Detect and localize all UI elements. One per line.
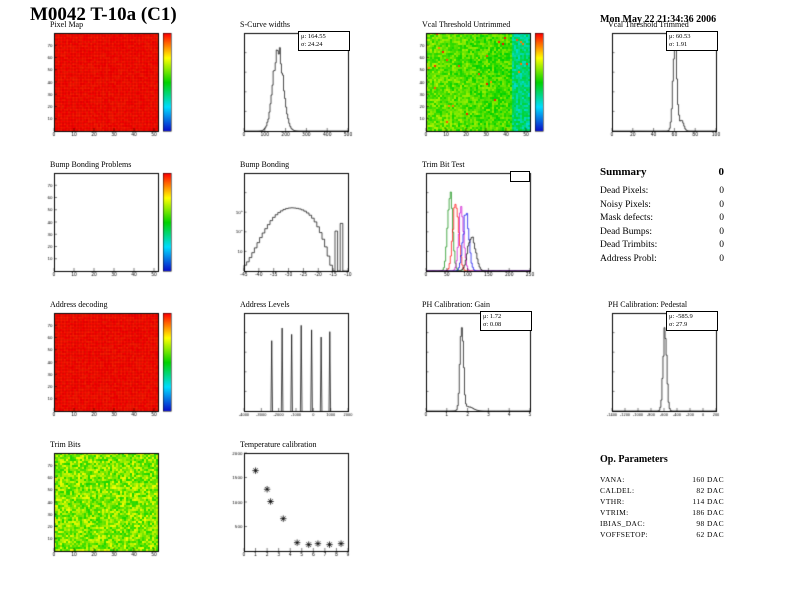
op-label: VANA:	[600, 475, 625, 484]
op-parameter-row: IBIAS_DAC: 98 DAC	[600, 518, 724, 529]
summary-row: Mask defects: 0	[600, 212, 724, 226]
op-parameters-block: Op. Parameters VANA: 160 DAC CALDEL: 82 …	[600, 454, 724, 540]
op-label: IBIAS_DAC:	[600, 519, 646, 528]
op-parameter-row: VTHR: 114 DAC	[600, 496, 724, 507]
panel-scurve-widths: S-Curve widths μ: 164.55 σ: 24.24	[228, 20, 393, 150]
summary-value: 0	[719, 226, 724, 237]
panel-title: Pixel Map	[50, 20, 84, 29]
panel-vcal-threshold-untrimmed: Vcal Threshold Untrimmed	[410, 20, 575, 150]
stats-box: μ: 1.72 σ: 0.08	[480, 311, 532, 331]
panel-ph-calibration-gain: PH Calibration: Gain μ: 1.72 σ: 0.08	[410, 300, 575, 430]
summary-label: Dead Trimbits:	[600, 240, 658, 250]
panel-title: Trim Bit Test	[422, 160, 465, 169]
trim-bits-plot	[38, 449, 188, 567]
summary-value: 0	[719, 186, 724, 196]
bump-bonding-plot	[228, 169, 378, 287]
panel-temperature-calibration: Temperature calibration	[228, 440, 393, 570]
summary-row: Noisy Pixels: 0	[600, 199, 724, 213]
panel-address-decoding: Address decoding	[38, 300, 203, 430]
panel-title: PH Calibration: Gain	[422, 300, 490, 309]
op-label: VTRIM:	[600, 508, 629, 517]
panel-trim-bit-test: Trim Bit Test	[410, 160, 575, 290]
bump-bonding-problems-plot	[38, 169, 188, 287]
panel-title: Vcal Threshold Trimmed	[608, 20, 689, 29]
panel-title: Address decoding	[50, 300, 108, 309]
panel-pixel-map: Pixel Map	[38, 20, 203, 150]
stats-box: μ: 60.53 σ: 1.91	[666, 31, 718, 51]
summary-row: Dead Bumps: 0	[600, 226, 724, 240]
op-value: 114 DAC	[692, 497, 724, 506]
stat-sigma: σ: 1.91	[669, 41, 688, 48]
summary-heading: Summary 0	[600, 166, 724, 178]
timestamp: Mon May 22 21:34:36 2006	[600, 14, 717, 25]
op-value: 82 DAC	[696, 486, 724, 495]
op-label: VTHR:	[600, 497, 625, 506]
panel-bump-bonding-problems: Bump Bonding Problems	[38, 160, 203, 290]
summary-value: 0	[719, 213, 724, 223]
panel-title: Temperature calibration	[240, 440, 317, 449]
summary-block: Summary 0 Dead Pixels: 0 Noisy Pixels: 0…	[600, 166, 724, 266]
op-label: CALDEL:	[600, 486, 635, 495]
op-parameter-row: CALDEL: 82 DAC	[600, 485, 724, 496]
summary-label: Dead Bumps:	[600, 226, 652, 237]
panel-trim-bits: Trim Bits	[38, 440, 203, 570]
panel-ph-calibration-pedestal: PH Calibration: Pedestal μ: -585.9 σ: 27…	[596, 300, 761, 430]
panel-title: Bump Bonding Problems	[50, 160, 132, 169]
op-value: 62 DAC	[696, 530, 724, 539]
stats-box: μ: -585.9 σ: 27.9	[666, 311, 718, 331]
stats-box: μ: 164.55 σ: 24.24	[298, 31, 350, 51]
summary-value: 0	[719, 240, 724, 250]
panel-address-levels: Address Levels	[228, 300, 393, 430]
summary-label: Mask defects:	[600, 213, 654, 223]
stats-box	[510, 171, 530, 182]
op-parameters-title: Op. Parameters	[600, 454, 668, 465]
stat-mean: μ: 1.72	[483, 313, 502, 320]
panel-title: PH Calibration: Pedestal	[608, 300, 688, 309]
page-title: M0042 T-10a (C1)	[30, 4, 177, 25]
panel-title: Address Levels	[240, 300, 290, 309]
summary-row: Address Probl: 0	[600, 253, 724, 267]
op-value: 98 DAC	[696, 519, 724, 528]
stat-sigma: σ: 0.08	[483, 321, 502, 328]
panel-title: S-Curve widths	[240, 20, 290, 29]
summary-row: Dead Pixels: 0	[600, 185, 724, 199]
stat-sigma: σ: 27.9	[669, 321, 688, 328]
op-value: 160 DAC	[692, 475, 724, 484]
summary-row: Dead Trimbits: 0	[600, 239, 724, 253]
summary-title: Summary	[600, 166, 647, 178]
panel-vcal-threshold-trimmed: Vcal Threshold Trimmed μ: 60.53 σ: 1.91	[596, 20, 761, 150]
panel-title: Trim Bits	[50, 440, 81, 449]
stat-mean: μ: 60.53	[669, 33, 691, 40]
op-parameter-row: VANA: 160 DAC	[600, 474, 724, 485]
summary-total: 0	[718, 166, 725, 178]
op-label: VOFFSETOP:	[600, 530, 649, 539]
summary-value: 0	[719, 253, 724, 264]
panel-bump-bonding: Bump Bonding	[228, 160, 393, 290]
op-parameter-row: VTRIM: 186 DAC	[600, 507, 724, 518]
address-decoding-plot	[38, 309, 188, 427]
pixel-map-plot	[38, 29, 188, 147]
summary-label: Address Probl:	[600, 253, 657, 264]
vcal-untrimmed-plot	[410, 29, 560, 147]
panel-title: Vcal Threshold Untrimmed	[422, 20, 511, 29]
op-value: 186 DAC	[692, 508, 724, 517]
op-parameter-row: VOFFSETOP: 62 DAC	[600, 529, 724, 540]
summary-label: Noisy Pixels:	[600, 199, 651, 210]
stat-mean: μ: -585.9	[669, 313, 693, 320]
summary-label: Dead Pixels:	[600, 186, 649, 196]
temperature-calibration-plot	[228, 449, 378, 567]
stat-sigma: σ: 24.24	[301, 41, 323, 48]
trim-bit-test-plot	[410, 169, 560, 287]
stat-mean: μ: 164.55	[301, 33, 326, 40]
panel-title: Bump Bonding	[240, 160, 290, 169]
summary-value: 0	[719, 199, 724, 210]
address-levels-plot	[228, 309, 378, 427]
